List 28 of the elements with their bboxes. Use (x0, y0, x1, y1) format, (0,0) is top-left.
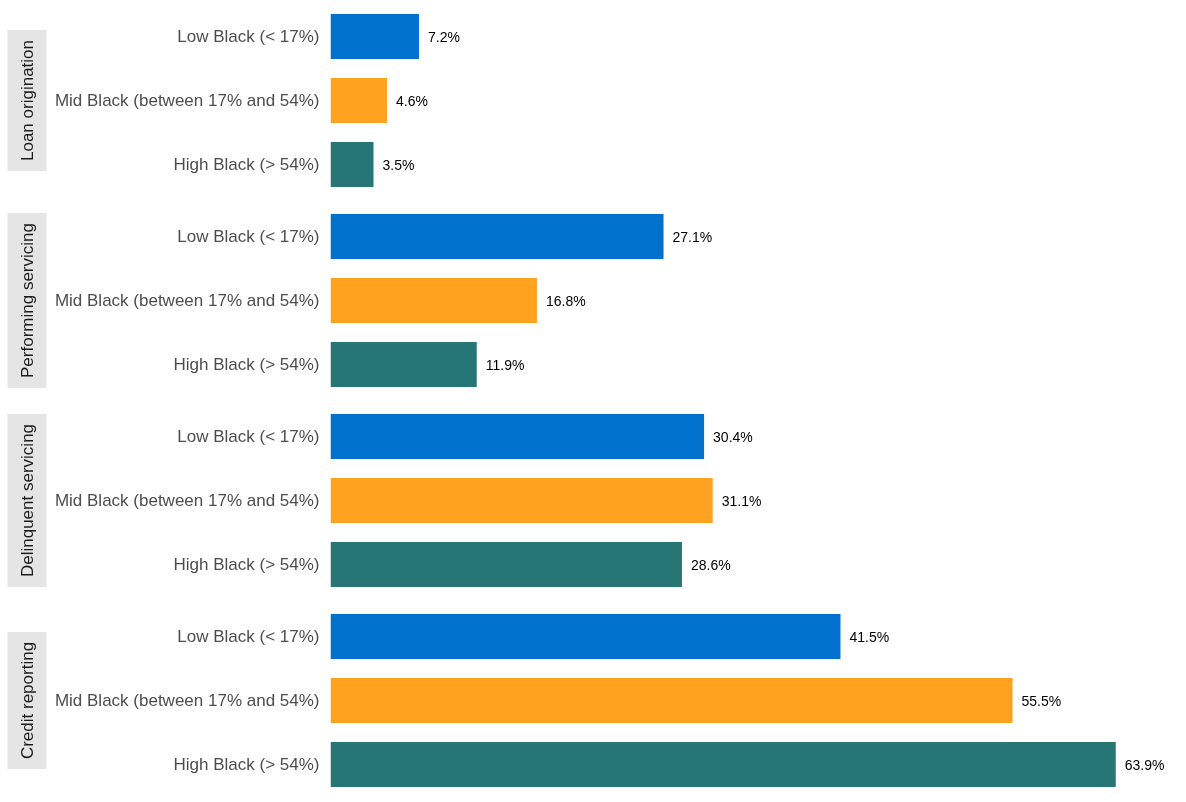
data-label: 7.2% (427, 28, 460, 45)
y-tick-label: Low Black (< 17%) (177, 627, 320, 646)
text: Credit reporting (17, 641, 37, 760)
data-label: 4.6% (396, 92, 428, 109)
y-tick-label: Mid Black (between 17% and 54%) (54, 91, 320, 110)
text: Performing servicing (17, 223, 37, 378)
data-label: 3.5% (382, 156, 415, 173)
y-tick-label: High Black (> 54%) (173, 555, 320, 574)
text: Loan origination (17, 40, 37, 161)
data-label: 16.8% (545, 292, 586, 309)
text: Delinquent servicing (17, 423, 37, 578)
data-label: 41.5% (849, 628, 890, 645)
y-tick-label: Mid Black (between 17% and 54%) (54, 491, 320, 510)
y-tick-label: Low Black (< 17%) (177, 27, 320, 46)
y-tick-label: Mid Black (between 17% and 54%) (54, 291, 320, 310)
y-tick-label: High Black (> 54%) (173, 755, 320, 774)
data-label: 27.1% (672, 228, 713, 245)
data-label: 28.6% (690, 556, 731, 573)
data-label: 31.1% (721, 492, 762, 509)
data-label: 30.4% (713, 428, 753, 445)
y-tick-label: High Black (> 54%) (173, 155, 320, 174)
y-tick-label: Low Black (< 17%) (177, 227, 320, 246)
data-label: 11.9% (485, 356, 525, 373)
data-label: 55.5% (1021, 692, 1062, 709)
y-tick-label: Low Black (< 17%) (177, 427, 320, 446)
data-label: 63.9% (1124, 756, 1165, 773)
y-tick-label: Mid Black (between 17% and 54%) (54, 691, 320, 710)
y-tick-label: High Black (> 54%) (173, 355, 320, 374)
